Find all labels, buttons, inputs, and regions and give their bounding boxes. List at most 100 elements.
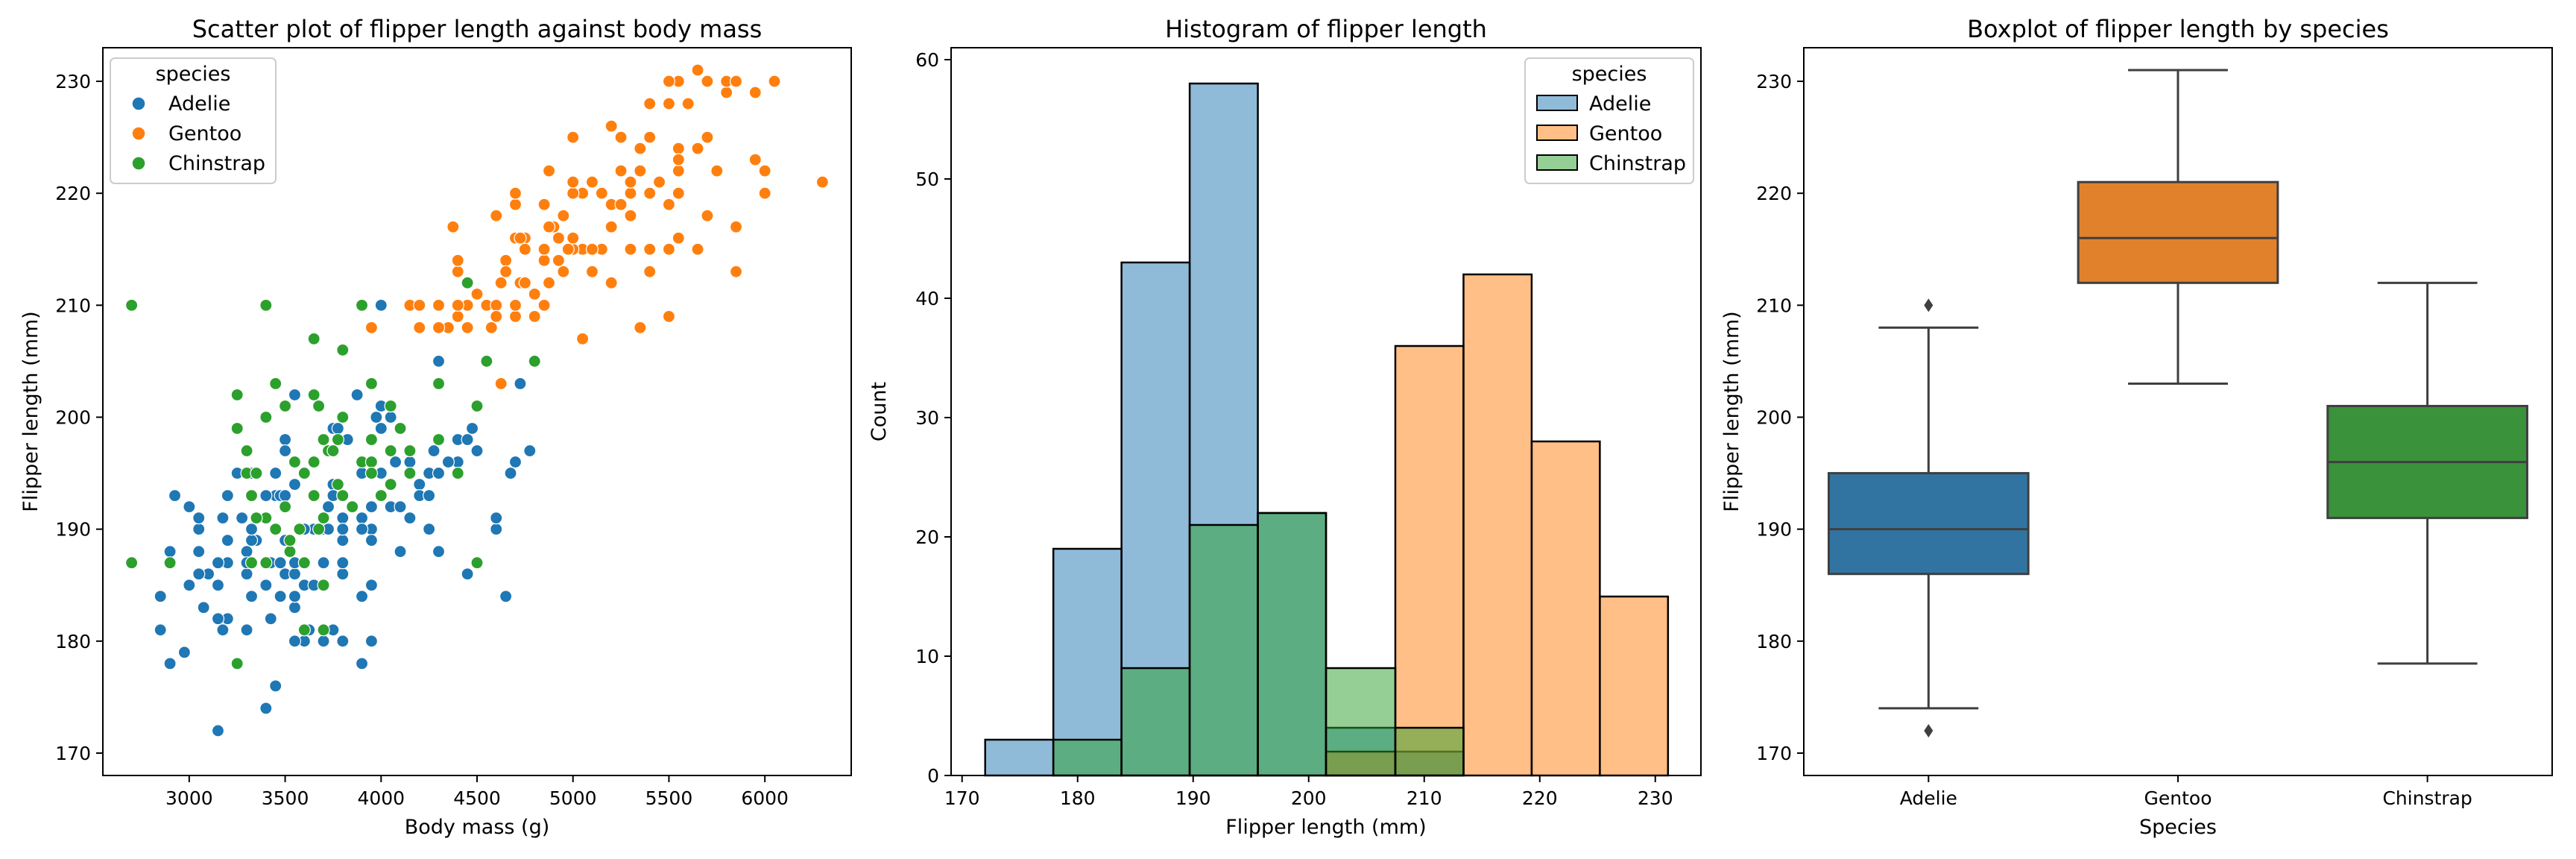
scatter-point-adelie (355, 512, 369, 525)
scatter-point-gentoo (595, 186, 608, 200)
scatter-point-adelie (274, 590, 287, 603)
scatter-point-adelie (269, 679, 282, 693)
scatter-point-adelie (244, 534, 259, 547)
scatter-point-chinstrap (312, 399, 326, 413)
scatter-point-chinstrap (346, 500, 359, 514)
scatter-point-adelie (432, 545, 446, 558)
scatter-point-adelie (288, 590, 302, 603)
scatter-point-gentoo (470, 287, 484, 301)
scatter-point-adelie (499, 590, 513, 603)
histogram-legend-label-adelie: Adelie (1589, 92, 1651, 116)
scatter-point-adelie (211, 556, 225, 570)
scatter-point-gentoo (490, 209, 503, 222)
scatter-point-gentoo (643, 265, 657, 278)
histogram-panel: Histogram of flipper length 0 10 20 30 40 50 6… (868, 15, 1702, 839)
histogram-title: Histogram of flipper length (1165, 15, 1487, 43)
scatter-y-tick-label: 210 (55, 295, 91, 316)
histogram-bar-chinstrap (1325, 667, 1397, 777)
scatter-point-gentoo (662, 198, 676, 211)
scatter-point-gentoo (561, 242, 575, 256)
scatter-point-gentoo (451, 265, 464, 278)
scatter-point-adelie (269, 466, 282, 480)
scatter-point-gentoo (710, 164, 724, 177)
boxplot-outlier-adelie (1924, 723, 1933, 737)
scatter-point-adelie (374, 298, 388, 312)
histogram-legend-swatch-adelie (1536, 95, 1578, 111)
scatter-point-chinstrap (244, 489, 259, 503)
scatter-point-gentoo (575, 332, 590, 345)
scatter-point-adelie (336, 635, 350, 648)
scatter-point-adelie (523, 444, 537, 458)
scatter-point-gentoo (542, 220, 556, 233)
scatter-x-tick-label: 5000 (549, 787, 597, 809)
scatter-point-chinstrap (230, 388, 244, 402)
scatter-point-gentoo (691, 242, 704, 256)
histogram-legend-title: species (1572, 63, 1647, 86)
scatter-point-chinstrap (326, 444, 340, 458)
scatter-point-gentoo (691, 142, 704, 155)
scatter-y-tick-label: 180 (55, 631, 91, 652)
scatter-points (125, 63, 829, 737)
scatter-point-adelie (331, 421, 344, 435)
scatter-y-tick-label: 190 (55, 519, 91, 541)
scatter-point-adelie (288, 635, 302, 648)
scatter-point-chinstrap (250, 512, 263, 525)
scatter-point-adelie (278, 444, 292, 458)
scatter-point-gentoo (413, 321, 426, 334)
boxplot-y-tick-label: 220 (1756, 183, 1792, 204)
scatter-point-adelie (288, 567, 302, 581)
scatter-panel: Scatter plot of flipper length against b… (19, 15, 852, 839)
scatter-point-adelie (355, 590, 369, 603)
scatter-point-adelie (163, 657, 177, 670)
scatter-point-adelie (236, 512, 249, 525)
scatter-point-gentoo (542, 276, 556, 289)
scatter-point-chinstrap (364, 432, 379, 447)
boxplot-y-tick-label: 180 (1756, 631, 1792, 652)
histogram-legend: species Adelie Gentoo Chinstrap (1524, 57, 1694, 184)
scatter-point-adelie (211, 724, 225, 737)
histogram-x-tick-label: 230 (1638, 787, 1673, 809)
scatter-point-adelie (192, 523, 206, 536)
scatter-point-adelie (394, 500, 407, 514)
scatter-point-adelie (427, 444, 441, 458)
scatter-point-chinstrap (364, 377, 379, 391)
scatter-point-adelie (461, 567, 474, 581)
scatter-point-chinstrap (307, 332, 321, 345)
histogram-y-tick-label: 50 (915, 169, 939, 190)
scatter-point-gentoo (652, 175, 666, 189)
histogram-bar-gentoo (1530, 440, 1601, 777)
scatter-point-adelie (413, 477, 426, 491)
scatter-point-adelie (244, 590, 259, 603)
scatter-point-gentoo (614, 130, 628, 144)
scatter-point-adelie (240, 623, 253, 637)
histogram-bars (984, 82, 1670, 777)
scatter-point-adelie (364, 534, 379, 547)
scatter-point-adelie (259, 579, 273, 592)
scatter-point-chinstrap (403, 466, 417, 480)
scatter-point-chinstrap (374, 489, 388, 503)
scatter-point-adelie (508, 455, 523, 469)
histogram-y-tick-label: 40 (915, 288, 939, 309)
histogram-bar-chinstrap (1052, 738, 1123, 777)
scatter-point-adelie (278, 489, 292, 503)
boxplot-y-tick-label: 190 (1756, 519, 1792, 541)
scatter-y-tick-label: 220 (55, 183, 91, 204)
scatter-point-adelie (423, 523, 436, 536)
scatter-point-adelie (403, 455, 417, 469)
histogram-x-tick-label: 170 (944, 787, 980, 809)
scatter-point-adelie (288, 477, 302, 491)
histogram-y-tick-label: 30 (915, 407, 939, 429)
scatter-point-adelie (183, 500, 196, 514)
histogram-x-tick-label: 220 (1522, 787, 1558, 809)
scatter-point-adelie (470, 444, 484, 458)
histogram-bar-chinstrap (1120, 667, 1191, 777)
scatter-y-axis-label: Flipper length (mm) (19, 311, 42, 512)
scatter-x-tick-label: 4000 (357, 787, 405, 809)
scatter-point-chinstrap (331, 477, 344, 491)
scatter-point-gentoo (585, 175, 599, 189)
scatter-point-chinstrap (307, 455, 321, 469)
scatter-point-gentoo (446, 220, 460, 233)
scatter-x-tick-label: 5500 (645, 787, 693, 809)
scatter-point-chinstrap (384, 444, 397, 458)
scatter-point-gentoo (508, 186, 523, 200)
